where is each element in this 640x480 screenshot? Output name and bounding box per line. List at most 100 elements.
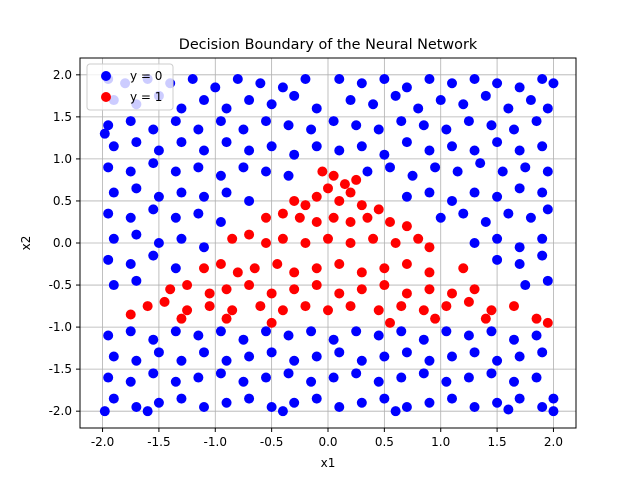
point-class-0 bbox=[328, 372, 339, 383]
point-class-0 bbox=[238, 124, 249, 135]
y-axis-label: x2 bbox=[19, 236, 33, 251]
point-class-0 bbox=[345, 95, 356, 106]
point-class-0 bbox=[351, 326, 362, 337]
y-tick-label: 1.0 bbox=[53, 152, 72, 166]
point-class-0 bbox=[199, 145, 209, 156]
point-class-0 bbox=[199, 242, 209, 253]
point-class-0 bbox=[261, 116, 271, 127]
point-class-1 bbox=[199, 263, 209, 274]
point-class-0 bbox=[480, 90, 491, 101]
point-class-0 bbox=[413, 103, 424, 114]
point-class-1 bbox=[362, 212, 373, 223]
point-class-0 bbox=[469, 347, 480, 358]
point-class-0 bbox=[328, 334, 339, 345]
point-class-0 bbox=[125, 376, 136, 387]
point-class-0 bbox=[362, 166, 373, 177]
point-class-0 bbox=[176, 355, 187, 366]
point-class-1 bbox=[345, 238, 356, 248]
point-class-1 bbox=[165, 284, 176, 295]
point-class-0 bbox=[424, 74, 435, 85]
point-class-0 bbox=[244, 195, 255, 206]
point-class-0 bbox=[125, 259, 136, 270]
point-class-1 bbox=[289, 284, 300, 295]
point-class-0 bbox=[531, 116, 542, 127]
point-class-0 bbox=[447, 351, 457, 362]
point-class-0 bbox=[103, 372, 114, 383]
point-class-1 bbox=[373, 204, 384, 215]
point-class-0 bbox=[356, 141, 367, 152]
point-class-0 bbox=[525, 95, 536, 106]
point-class-0 bbox=[289, 355, 300, 366]
point-class-1 bbox=[261, 212, 271, 223]
point-class-0 bbox=[153, 347, 164, 358]
point-class-0 bbox=[368, 99, 379, 110]
point-class-1 bbox=[294, 212, 305, 223]
point-class-0 bbox=[238, 376, 249, 387]
point-class-0 bbox=[153, 191, 164, 202]
point-class-1 bbox=[323, 183, 333, 194]
point-class-0 bbox=[509, 376, 519, 387]
point-class-0 bbox=[458, 208, 469, 219]
point-class-1 bbox=[142, 301, 153, 312]
point-class-0 bbox=[492, 191, 503, 202]
point-class-0 bbox=[125, 326, 136, 337]
point-class-1 bbox=[244, 280, 255, 291]
point-class-0 bbox=[492, 233, 503, 244]
point-class-1 bbox=[227, 305, 238, 316]
point-class-1 bbox=[368, 233, 379, 244]
point-class-1 bbox=[509, 301, 519, 312]
point-class-1 bbox=[430, 313, 441, 324]
point-class-0 bbox=[537, 187, 548, 198]
point-class-0 bbox=[452, 166, 463, 177]
point-class-1 bbox=[334, 288, 345, 299]
point-class-1 bbox=[221, 313, 232, 324]
point-class-0 bbox=[514, 259, 525, 270]
point-class-1 bbox=[463, 296, 474, 307]
point-class-0 bbox=[221, 103, 232, 114]
point-class-1 bbox=[379, 280, 390, 291]
legend-marker-y1 bbox=[101, 92, 111, 102]
point-class-0 bbox=[266, 347, 277, 358]
point-class-0 bbox=[108, 351, 119, 362]
point-class-1 bbox=[424, 284, 435, 295]
point-class-0 bbox=[170, 326, 181, 337]
point-class-0 bbox=[424, 145, 435, 156]
point-class-0 bbox=[300, 74, 311, 85]
point-class-0 bbox=[199, 191, 209, 202]
point-class-0 bbox=[255, 78, 266, 89]
legend-marker-y0 bbox=[101, 71, 111, 81]
point-class-1 bbox=[418, 305, 429, 316]
point-class-0 bbox=[289, 90, 300, 101]
point-class-1 bbox=[311, 263, 322, 274]
point-class-0 bbox=[396, 326, 407, 337]
point-class-0 bbox=[283, 170, 294, 181]
point-class-0 bbox=[435, 95, 446, 106]
point-class-0 bbox=[548, 78, 559, 89]
point-class-0 bbox=[244, 351, 255, 362]
point-class-0 bbox=[232, 74, 243, 85]
point-class-1 bbox=[424, 267, 435, 278]
point-class-1 bbox=[480, 313, 491, 324]
point-class-0 bbox=[486, 368, 497, 379]
point-class-0 bbox=[379, 393, 390, 404]
point-class-0 bbox=[385, 162, 395, 173]
point-class-0 bbox=[469, 187, 480, 198]
point-class-0 bbox=[148, 250, 159, 261]
point-class-0 bbox=[170, 376, 181, 387]
point-class-0 bbox=[215, 116, 226, 127]
point-class-1 bbox=[356, 284, 367, 295]
point-class-0 bbox=[424, 355, 435, 366]
point-class-0 bbox=[390, 90, 401, 101]
point-class-0 bbox=[486, 120, 497, 131]
point-class-1 bbox=[345, 187, 356, 198]
point-class-0 bbox=[277, 406, 288, 417]
point-class-0 bbox=[125, 212, 136, 223]
point-class-0 bbox=[447, 78, 457, 89]
point-class-0 bbox=[463, 116, 474, 127]
point-class-1 bbox=[182, 280, 193, 291]
point-class-0 bbox=[334, 347, 345, 358]
point-class-1 bbox=[244, 229, 255, 240]
point-class-0 bbox=[514, 145, 525, 156]
point-class-0 bbox=[103, 162, 114, 173]
legend-label-y1: y = 1 bbox=[130, 90, 162, 104]
